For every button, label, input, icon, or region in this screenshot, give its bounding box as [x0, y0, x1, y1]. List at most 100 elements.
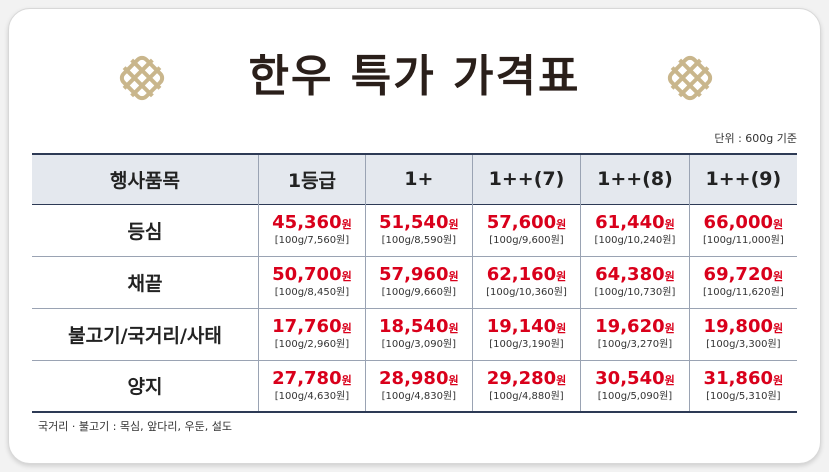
per-100g: [100g/3,190원] [489, 339, 564, 350]
title: 한우 특가 가격표 [248, 51, 581, 102]
currency: 원 [556, 373, 567, 387]
price-cell: 57,600원 [100g/9,600원] [471, 204, 581, 256]
price-value: 62,160 [486, 264, 557, 285]
per-100g: [100g/2,960원] [274, 339, 350, 350]
price-value: 57,600 [486, 212, 557, 233]
price-value: 27,780 [272, 367, 342, 389]
price: 62,160원 [473, 265, 580, 287]
price: 45,360원 [259, 213, 365, 235]
currency: 원 [773, 322, 784, 335]
currency: 원 [556, 322, 567, 335]
currency: 원 [448, 270, 459, 283]
price-cell: 64,380원 [100g/10,730원] [580, 256, 690, 308]
currency: 원 [664, 322, 675, 335]
price-cell: 19,620원 [100g/3,270원] [580, 308, 690, 360]
per-100g: [100g/5,310원] [706, 390, 781, 402]
price-value: 29,280 [486, 367, 557, 389]
price: 50,700원 [259, 265, 365, 287]
table-row: 등심 45,360원 [100g/7,560원] 51,540원 [100g/8,590… [32, 204, 797, 256]
currency: 원 [773, 270, 784, 283]
price-cell: 50,700원 [100g/8,450원] [258, 256, 366, 308]
price-value: 19,620 [595, 316, 665, 337]
price-value: 17,760 [272, 316, 342, 337]
per-100g: [100g/3,300원] [706, 339, 781, 350]
ornament [119, 55, 165, 101]
price: 29,280원 [473, 367, 580, 391]
per-100g: [100g/3,090원] [381, 339, 457, 350]
price-value: 19,800 [703, 316, 774, 337]
footnote: 국거리 · 불고기 : 목심, 앞다리, 우둔, 설도 [38, 420, 232, 433]
currency: 원 [773, 218, 784, 231]
per-100g: [100g/3,270원] [597, 339, 673, 350]
price: 31,860원 [690, 367, 797, 391]
price: 57,600원 [473, 213, 580, 235]
price: 64,380원 [581, 265, 688, 287]
per-100g: [100g/8,450원] [274, 287, 350, 298]
price: 57,960원 [366, 265, 472, 287]
price-value: 50,700 [272, 264, 342, 285]
price-cell: 31,860원 [100g/5,310원] [688, 360, 797, 412]
table-row: 양지 27,780원 [100g/4,630원] 28,980원 [100g/4,830… [32, 360, 797, 412]
per-100g: [100g/9,600원] [489, 235, 564, 246]
price: 17,760원 [259, 317, 365, 339]
currency: 원 [341, 322, 352, 335]
item-cell: 양지 [127, 376, 163, 399]
per-100g: [100g/4,830원] [381, 390, 457, 402]
price-cell: 30,540원 [100g/5,090원] [580, 360, 690, 412]
price-cell: 45,360원 [100g/7,560원] [258, 204, 366, 256]
unit-note: 단위 : 600g 기준 [714, 132, 797, 145]
per-100g: [100g/9,660원] [381, 287, 457, 298]
currency: 원 [664, 270, 675, 283]
header-cell: 1등급 [258, 154, 366, 204]
per-100g: [100g/11,000원] [702, 235, 784, 246]
per-100g: [100g/11,620원] [702, 287, 784, 298]
item-cell: 채끝 [127, 272, 163, 295]
price-value: 18,540 [379, 316, 449, 337]
price-value: 19,140 [486, 316, 557, 337]
price-cell: 51,540원 [100g/8,590원] [364, 204, 473, 256]
header-cell: 1++(7) [471, 154, 581, 204]
price-value: 45,360 [272, 212, 342, 233]
header-cell: 1++(9) [688, 154, 797, 204]
ornament [667, 55, 713, 101]
price-value: 51,540 [379, 212, 449, 233]
price: 19,620원 [581, 317, 688, 339]
per-100g: [100g/7,560원] [274, 235, 350, 246]
price-value: 30,540 [595, 367, 665, 389]
price-cell: 27,780원 [100g/4,630원] [258, 360, 366, 412]
price-cell: 19,800원 [100g/3,300원] [688, 308, 797, 360]
header-cell: 1++(8) [580, 154, 690, 204]
price-cell: 28,980원 [100g/4,830원] [364, 360, 473, 412]
item-cell: 등심 [127, 220, 163, 243]
price: 66,000원 [690, 213, 797, 235]
per-100g: [100g/4,630원] [274, 390, 350, 402]
price: 61,440원 [581, 213, 688, 235]
per-100g: [100g/5,090원] [597, 390, 673, 402]
currency: 원 [341, 373, 352, 387]
per-100g: [100g/8,590원] [381, 235, 457, 246]
price-value: 28,980 [379, 367, 449, 389]
price-table: 행사품목 1등급 1+ 1++(7) 1++(8) 1++(9) 등심 45,360원 [100… [32, 153, 797, 413]
price: 18,540원 [366, 317, 472, 339]
price-cell: 61,440원 [100g/10,240원] [580, 204, 690, 256]
price-cell: 19,140원 [100g/3,190원] [471, 308, 581, 360]
currency: 원 [556, 218, 567, 231]
header-cell: 행사품목 [110, 169, 180, 192]
price-value: 69,720 [703, 264, 774, 285]
currency: 원 [773, 373, 784, 387]
header-cell: 1+ [364, 154, 473, 204]
currency: 원 [341, 218, 352, 231]
price-cell: 17,760원 [100g/2,960원] [258, 308, 366, 360]
currency: 원 [341, 270, 352, 283]
price-value: 61,440 [595, 212, 665, 233]
price-value: 64,380 [595, 264, 665, 285]
price-value: 31,860 [703, 367, 774, 389]
per-100g: [100g/10,360원] [486, 287, 567, 298]
price-cell: 29,280원 [100g/4,880원] [471, 360, 581, 412]
price: 27,780원 [259, 367, 365, 391]
per-100g: [100g/10,730원] [594, 287, 676, 298]
price: 69,720원 [690, 265, 797, 287]
price: 28,980원 [366, 367, 472, 391]
currency: 원 [556, 270, 567, 283]
